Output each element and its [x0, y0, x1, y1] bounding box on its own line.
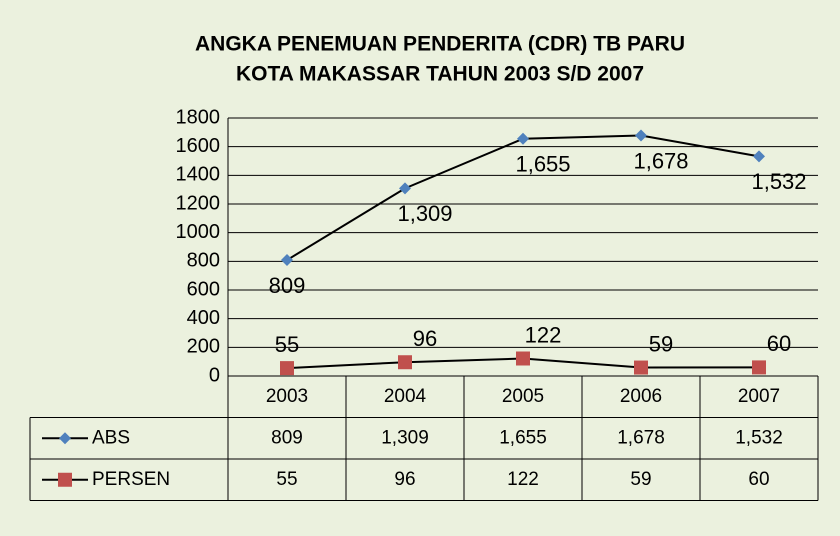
x-tick-label: 2007	[738, 386, 780, 407]
y-tick-label: 1200	[176, 192, 221, 214]
marker	[398, 355, 412, 370]
x-tick-label: 2006	[620, 386, 662, 407]
table-cell: 60	[748, 469, 769, 490]
marker	[753, 150, 765, 163]
legend-label: PERSEN	[92, 469, 170, 490]
y-tick-label: 0	[209, 364, 220, 386]
table-cell: 809	[271, 427, 303, 448]
marker	[752, 360, 766, 375]
y-tick-label: 1000	[176, 221, 221, 243]
table-cell: 96	[394, 469, 415, 490]
marker	[58, 472, 72, 487]
table-cell: 122	[507, 469, 539, 490]
chart-title: KOTA MAKASSAR TAHUN 2003 S/D 2007	[236, 63, 644, 86]
marker	[399, 182, 411, 195]
table-cell: 1,532	[735, 427, 783, 448]
chart-title: ANGKA PENEMUAN PENDERITA (CDR) TB PARU	[195, 33, 685, 56]
data-label: 122	[525, 322, 562, 347]
marker	[517, 132, 529, 145]
table-cell: 1,655	[499, 427, 547, 448]
marker	[281, 254, 293, 267]
y-tick-label: 400	[187, 307, 220, 329]
table-cell: 1,309	[381, 427, 429, 448]
y-tick-label: 800	[187, 250, 220, 272]
data-label: 809	[269, 273, 306, 298]
legend-label: ABS	[92, 427, 130, 448]
x-tick-label: 2004	[384, 386, 427, 407]
marker	[634, 360, 648, 375]
data-label: 59	[649, 331, 673, 356]
data-label: 60	[767, 331, 791, 356]
data-label: 96	[413, 326, 437, 351]
data-label: 1,532	[751, 169, 806, 194]
data-label: 1,678	[633, 148, 688, 173]
y-tick-label: 600	[187, 278, 220, 300]
x-tick-label: 2003	[266, 386, 308, 407]
table-cell: 55	[276, 469, 297, 490]
marker	[635, 129, 647, 142]
marker	[59, 432, 71, 445]
x-tick-label: 2005	[502, 386, 544, 407]
y-tick-label: 1600	[176, 135, 221, 157]
y-tick-label: 1800	[176, 106, 221, 128]
marker	[516, 351, 530, 366]
data-label: 1,309	[397, 201, 452, 226]
data-label: 1,655	[515, 152, 570, 177]
y-tick-label: 200	[187, 336, 220, 358]
data-label: 55	[275, 332, 299, 357]
table-cell: 59	[630, 469, 651, 490]
marker	[280, 361, 294, 376]
table-cell: 1,678	[617, 427, 665, 448]
y-tick-label: 1400	[176, 164, 221, 186]
